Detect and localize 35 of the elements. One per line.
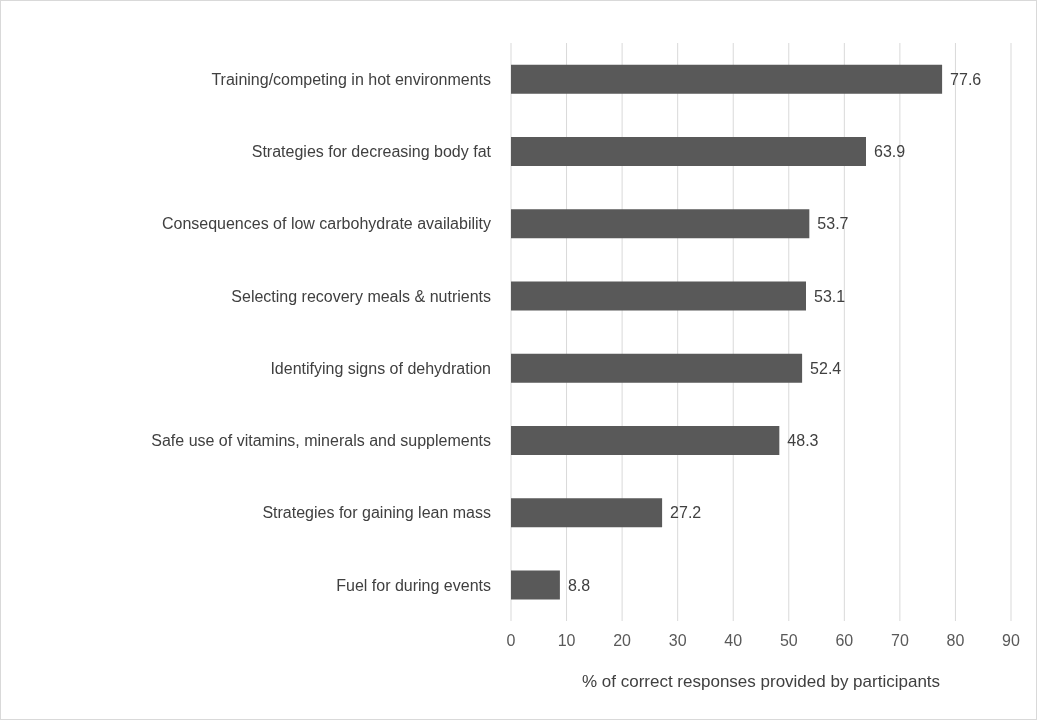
y-tick-label: Fuel for during events (336, 576, 491, 594)
data-label: 53.7 (817, 215, 849, 233)
data-label: 77.6 (950, 70, 982, 88)
data-label: 27.2 (670, 504, 702, 522)
x-tick-label: 20 (613, 632, 632, 650)
data-label: 48.3 (787, 432, 819, 450)
x-tick-label: 10 (557, 632, 576, 650)
bar (511, 209, 810, 239)
y-tick-label: Strategies for gaining lean mass (262, 504, 491, 522)
x-tick-label: 50 (779, 632, 798, 650)
y-tick-label: Consequences of low carbohydrate availability (161, 215, 491, 233)
x-tick-label: 70 (890, 632, 909, 650)
x-tick-label: 0 (506, 632, 516, 650)
bar (511, 498, 663, 528)
x-tick-label: 80 (946, 632, 965, 650)
data-label: 8.8 (567, 576, 591, 594)
bar (511, 353, 803, 383)
bar (511, 425, 780, 455)
bar (511, 281, 806, 311)
y-tick-label: Training/competing in hot environments (211, 70, 491, 88)
x-axis-title: % of correct responses provided by participants (581, 672, 941, 691)
y-tick-label: Safe use of vitamins, minerals and supplements (151, 432, 491, 450)
y-tick-label: Selecting recovery meals & nutrients (231, 287, 491, 305)
bar (511, 136, 866, 166)
y-tick-label: Identifying signs of dehydration (270, 359, 491, 377)
data-label: 53.1 (814, 287, 846, 305)
x-tick-label: 60 (835, 632, 854, 650)
data-label: 63.9 (874, 143, 906, 161)
x-tick-label: 90 (1002, 632, 1020, 650)
x-tick-label: 40 (724, 632, 743, 650)
y-tick-label: Strategies for decreasing body fat (251, 143, 492, 161)
bar (511, 64, 943, 94)
data-label: 52.4 (810, 359, 842, 377)
x-tick-label: 30 (668, 632, 687, 650)
bar (511, 570, 560, 600)
